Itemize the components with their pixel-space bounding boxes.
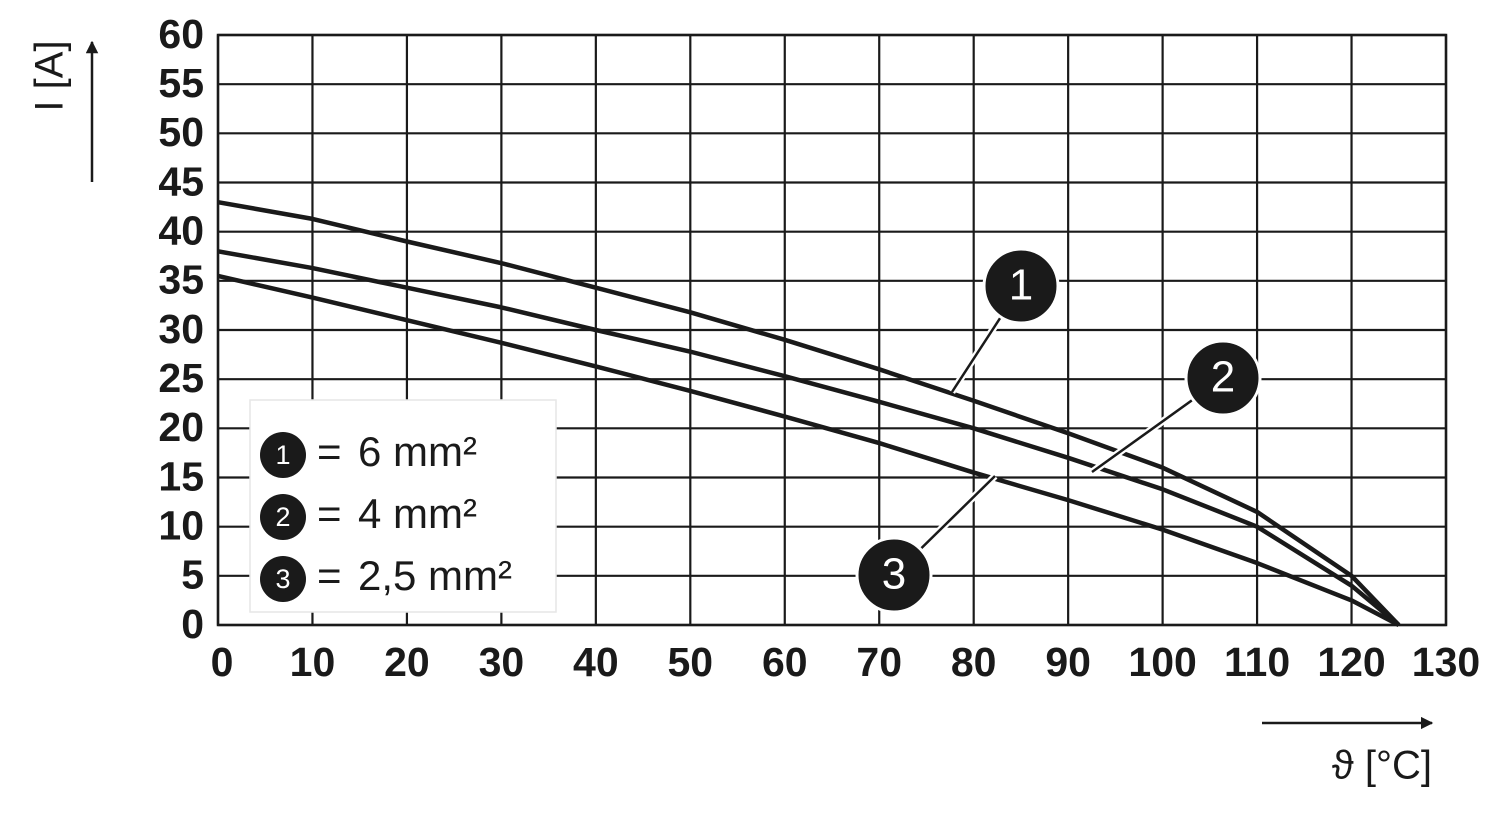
y-tick-label: 10 [158, 502, 204, 548]
y-tick-label: 60 [158, 11, 204, 57]
legend-separator: = [317, 490, 342, 537]
curve [217, 199, 1401, 627]
x-tick-label: 50 [668, 639, 714, 685]
y-axis-label: I [A] [28, 40, 72, 111]
x-tick-label: 70 [856, 639, 902, 685]
curve [217, 249, 1401, 627]
x-tick-label: 130 [1412, 639, 1480, 685]
x-tick-label: 20 [384, 639, 430, 685]
legend-marker-label: 3 [275, 564, 290, 594]
legend-marker [260, 494, 306, 540]
y-tick-label: 45 [158, 158, 204, 204]
callout-label: 1 [1009, 261, 1033, 310]
callout-label: 2 [1211, 353, 1235, 402]
legend-entry: 2,5 mm² [358, 552, 512, 599]
x-tick-label: 60 [762, 639, 808, 685]
plot-frame [216, 33, 1448, 627]
x-tick-label: 100 [1128, 639, 1196, 685]
y-tick-label: 25 [158, 355, 204, 401]
x-tick-label: 90 [1045, 639, 1091, 685]
x-tick-label: 30 [479, 639, 525, 685]
legend-separator: = [317, 428, 342, 475]
x-tick-label: 0 [211, 639, 234, 685]
y-tick-label: 15 [158, 453, 204, 499]
x-axis-label: ϑ [°C] [1332, 744, 1432, 788]
x-tick-label: 110 [1224, 639, 1290, 685]
legend-marker-label: 2 [275, 502, 290, 532]
y-tick-label: 35 [158, 257, 204, 303]
legend-separator: = [317, 552, 342, 599]
callout-circle [982, 247, 1060, 325]
y-tick-label: 50 [158, 109, 204, 155]
legend-entry: 6 mm² [358, 428, 477, 475]
y-tick-label: 5 [181, 552, 204, 598]
legend-marker [260, 556, 306, 602]
callout-circle [855, 536, 933, 614]
legend-entry: 4 mm² [358, 490, 477, 537]
curve [217, 273, 1400, 627]
x-tick-label: 10 [290, 639, 336, 685]
legend-marker-label: 1 [275, 440, 290, 470]
callout-label: 3 [882, 550, 906, 599]
y-tick-label: 20 [158, 404, 204, 450]
x-tick-label: 40 [573, 639, 619, 685]
x-tick-label: 120 [1317, 639, 1385, 685]
y-tick-label: 30 [158, 306, 204, 352]
x-tick-label: 80 [951, 639, 997, 685]
y-tick-label: 0 [181, 601, 204, 647]
callout-circle [1184, 339, 1262, 417]
legend-marker [260, 432, 306, 478]
y-tick-label: 40 [158, 207, 204, 253]
y-tick-label: 55 [158, 60, 204, 106]
